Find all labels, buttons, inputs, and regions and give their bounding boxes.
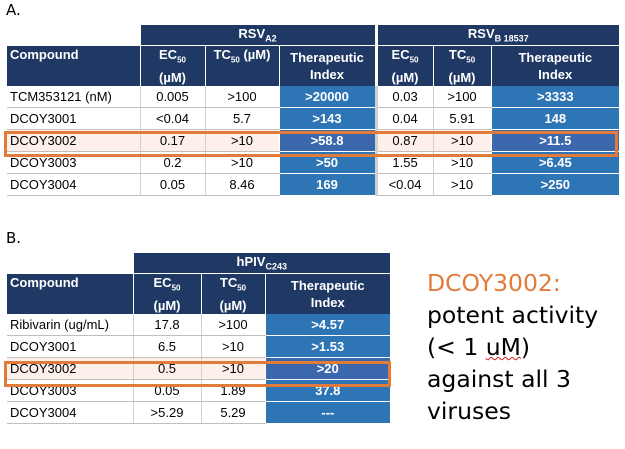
dcoy3002-note: DCOY3002: potent activity (< 1 uM) again… xyxy=(427,267,622,427)
tc50-cell-b: 5.91 xyxy=(432,107,492,130)
rsv-b-header: RSVB 18537 xyxy=(374,25,620,46)
ec50-cell: 17.8 xyxy=(132,313,201,336)
compound-cell: TCM353121 (nM) xyxy=(7,85,140,108)
ti-cell: >58.8 xyxy=(278,129,377,152)
header-blank xyxy=(7,25,140,46)
compound-cell: Ribivarin (ug/mL) xyxy=(7,313,133,336)
ec50-header: EC50 (µM) xyxy=(132,272,201,314)
ti-cell: >4.57 xyxy=(264,313,391,336)
ti-cell: 169 xyxy=(278,173,377,196)
rsv-a2-header: RSVA2 xyxy=(139,25,377,46)
therapeutic-index-header: Therapeutic Index xyxy=(278,44,377,86)
spellcheck-underline: uM xyxy=(485,333,521,361)
note-title: DCOY3002: xyxy=(427,269,561,297)
tc50-header: TC50 (µM) xyxy=(204,44,279,86)
tc50-cell: >10 xyxy=(200,335,265,358)
therapeutic-index-header: Therapeutic Index xyxy=(264,272,391,314)
table-row: DCOY3001 6.5 >10 >1.53 xyxy=(7,335,391,358)
table-row: Ribivarin (ug/mL) 17.8 >100 >4.57 xyxy=(7,313,391,336)
table-row: DCOY3004 >5.29 5.29 --- xyxy=(7,401,391,424)
ec50-cell: 6.5 xyxy=(132,335,201,358)
ec50-cell-b: <0.04 xyxy=(374,173,434,196)
header-blank xyxy=(7,253,133,274)
ti-cell-b: >11.5 xyxy=(490,129,620,152)
ec50-cell-b: 0.03 xyxy=(374,85,434,108)
tc50-cell: >10 xyxy=(204,129,279,152)
ti-cell-b: >3333 xyxy=(490,85,620,108)
tc50-header: TC50 (µM) xyxy=(200,272,265,314)
ec50-cell-b: 0.87 xyxy=(374,129,434,152)
tc50-cell: >100 xyxy=(204,85,279,108)
ti-cell-b: >250 xyxy=(490,173,620,196)
note-line-2: (< 1 uM) xyxy=(427,333,531,361)
ec50-cell: >5.29 xyxy=(132,401,201,424)
ti-cell-b: 148 xyxy=(490,107,620,130)
ti-cell: >143 xyxy=(278,107,377,130)
panel-b-label: B. xyxy=(6,229,22,247)
ti-cell: >20000 xyxy=(278,85,377,108)
ec50-header-b: EC50 (µM) xyxy=(374,44,434,86)
note-line-4: viruses xyxy=(427,397,511,425)
ec50-cell: <0.04 xyxy=(139,107,205,130)
tc50-cell: >100 xyxy=(200,313,265,336)
tc50-cell-b: >10 xyxy=(432,173,492,196)
panel-b-highlight-box xyxy=(4,361,391,387)
compound-cell: DCOY3004 xyxy=(7,401,133,424)
panel-a-highlight-box xyxy=(4,131,618,157)
ec50-header: EC50 (µM) xyxy=(139,44,205,86)
note-line-1: potent activity xyxy=(427,301,599,329)
ec50-cell: 0.17 xyxy=(139,129,205,152)
compound-cell: DCOY3001 xyxy=(7,107,140,130)
table-row: DCOY3001 <0.04 5.7 >143 0.04 5.91 148 xyxy=(7,107,620,130)
note-line-3: against all 3 xyxy=(427,365,571,393)
compound-cell: DCOY3001 xyxy=(7,335,133,358)
panel-a-label: A. xyxy=(6,1,21,19)
compound-cell: DCOY3004 xyxy=(7,173,140,196)
compound-cell: DCOY3002 xyxy=(7,129,140,152)
tc50-cell: 8.46 xyxy=(204,173,279,196)
table-row-highlighted: DCOY3002 0.17 >10 >58.8 0.87 >10 >11.5 xyxy=(7,129,620,152)
table-row: DCOY3004 0.05 8.46 169 <0.04 >10 >250 xyxy=(7,173,620,196)
table-row: TCM353121 (nM) 0.005 >100 >20000 0.03 >1… xyxy=(7,85,620,108)
ec50-cell-b: 0.04 xyxy=(374,107,434,130)
tc50-header-b: TC50 (µM) xyxy=(432,44,492,86)
ti-cell: --- xyxy=(264,401,391,424)
compound-header: Compound xyxy=(7,44,140,86)
hpiv-header: hPIVC243 xyxy=(132,253,391,274)
table-row: DCOY3003 0.2 >10 >50 1.55 >10 >6.45 xyxy=(7,151,620,174)
compound-header: Compound xyxy=(7,272,133,314)
tc50-cell-b: >10 xyxy=(432,129,492,152)
ec50-cell: 0.005 xyxy=(139,85,205,108)
tc50-cell: 5.7 xyxy=(204,107,279,130)
therapeutic-index-header-b: Therapeutic Index xyxy=(490,44,620,86)
ti-cell: >1.53 xyxy=(264,335,391,358)
panel-b-table: hPIVC243 Compound EC50 (µM) TC50 (µM) Ther… xyxy=(7,253,391,424)
tc50-cell: 5.29 xyxy=(200,401,265,424)
tc50-cell-b: >100 xyxy=(432,85,492,108)
panel-a-table: RSVA2 RSVB 18537 Compound EC50 (µM) TC50 … xyxy=(7,25,620,196)
ec50-cell: 0.05 xyxy=(139,173,205,196)
